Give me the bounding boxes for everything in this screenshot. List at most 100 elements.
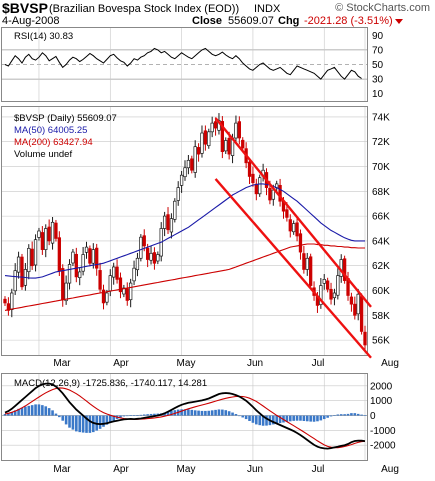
macd-histogram-bar xyxy=(200,410,204,416)
macd-histogram-bar xyxy=(20,407,24,416)
macd-histogram-bar xyxy=(105,415,109,425)
candle-body xyxy=(33,239,38,266)
candle-body xyxy=(101,289,106,304)
macd-histogram-bar xyxy=(292,415,295,421)
macd-histogram-bar xyxy=(258,415,262,426)
macd-histogram-bar xyxy=(112,415,115,421)
macd-histogram-bar xyxy=(278,415,282,424)
macd-histogram-bar xyxy=(302,415,306,422)
macd-month-label: Mar xyxy=(53,464,71,475)
candle-body xyxy=(84,246,89,253)
trend-channel-upper xyxy=(214,117,372,308)
macd-histogram-bar xyxy=(30,405,34,416)
chg-label: Chg xyxy=(278,15,299,27)
candle-body xyxy=(142,235,146,247)
candle-body xyxy=(57,237,61,272)
rsi-panel-frame xyxy=(1,27,368,102)
candle-body xyxy=(166,214,170,231)
candle-body xyxy=(203,130,208,145)
macd-panel-frame xyxy=(1,373,368,461)
close-value: 55609.07 xyxy=(228,15,274,27)
candle-body xyxy=(61,268,65,300)
price-tick-label: 70K xyxy=(372,162,390,173)
candle-body xyxy=(241,139,245,149)
candle-body xyxy=(27,248,31,273)
candle-body xyxy=(254,183,258,195)
macd-histogram-bar xyxy=(153,413,156,416)
macd-histogram-bar xyxy=(197,410,200,416)
candle-body xyxy=(108,275,112,292)
macd-histogram-bar xyxy=(336,414,340,416)
macd-histogram-bar xyxy=(329,415,333,417)
candle-body xyxy=(196,147,201,155)
rsi-panel-title: RSI(14) 30.83 xyxy=(14,31,73,42)
macd-histogram-bar xyxy=(58,415,61,418)
macd-histogram-bar xyxy=(350,413,353,416)
macd-histogram-bar xyxy=(234,414,238,416)
macd-histogram-bar xyxy=(119,415,122,418)
candle-body xyxy=(139,236,143,259)
candle-body xyxy=(288,219,292,232)
macd-panel-title: MACD(12,26,9) -1725.836, -1740.117, 14.2… xyxy=(14,378,207,389)
trend-channel-lower xyxy=(214,178,372,359)
candle-body xyxy=(251,173,255,183)
candle-body xyxy=(356,293,360,315)
macd-histogram-bar xyxy=(343,414,346,416)
macd-tick-label: 0 xyxy=(370,411,376,422)
candle-body xyxy=(74,253,78,278)
candle-body xyxy=(298,233,303,253)
macd-histogram-bar xyxy=(146,414,149,416)
candle-body xyxy=(220,121,225,152)
candle-body xyxy=(353,303,357,316)
macd-histogram-bar xyxy=(309,415,312,422)
rsi-panel: 10 30 50 70 90 xyxy=(2,28,384,101)
candle-body xyxy=(162,215,167,229)
candle-body xyxy=(207,131,211,147)
candle-body xyxy=(349,296,354,305)
macd-histogram-bar xyxy=(360,414,363,416)
macd-histogram-bar xyxy=(221,409,224,416)
macd-histogram-bar xyxy=(312,415,316,422)
price-month-label: Jul xyxy=(312,358,325,369)
symbol-title: $BVSP xyxy=(2,0,48,16)
macd-histogram-bar xyxy=(156,413,160,416)
macd-histogram-bar xyxy=(108,415,112,423)
candle-body xyxy=(363,331,367,346)
legend-price: $BVSP (Daily) 55609.07 xyxy=(14,113,117,124)
candle-body xyxy=(186,159,191,169)
rsi-tick-label: 70 xyxy=(372,45,384,56)
macd-histogram-bar xyxy=(255,415,258,425)
macd-panel: -2000 -1000 0 1000 2000 xyxy=(2,374,396,460)
price-month-label: Aug xyxy=(381,358,399,369)
candle-body xyxy=(200,132,204,154)
candle-body xyxy=(234,122,238,139)
rsi-tick-label: 30 xyxy=(372,75,384,86)
candle-body xyxy=(6,303,11,311)
macd-histogram-bar xyxy=(187,409,190,416)
macd-histogram-bar xyxy=(27,405,31,416)
candle-body xyxy=(237,121,241,139)
price-tick-label: 60K xyxy=(372,286,390,297)
candle-body xyxy=(44,228,48,250)
macd-histogram-bar xyxy=(326,415,329,418)
macd-histogram-bar xyxy=(272,415,275,425)
rsi-tick-label: 10 xyxy=(372,89,384,100)
macd-histogram-bar xyxy=(149,413,153,416)
macd-histogram-bar xyxy=(193,410,197,416)
candle-body xyxy=(319,285,323,306)
candle-body xyxy=(305,257,309,270)
macd-histogram-bar xyxy=(24,406,27,416)
candle-body xyxy=(10,292,14,310)
price-month-label: Mar xyxy=(53,358,71,369)
candle-body xyxy=(213,121,218,129)
legend-ma50: MA(50) 64005.25 xyxy=(14,125,87,136)
macd-histogram-bar xyxy=(132,415,136,416)
macd-histogram-bar xyxy=(353,413,357,416)
macd-histogram-bar xyxy=(363,415,367,416)
candle-body xyxy=(54,222,58,239)
macd-histogram-bar xyxy=(295,415,299,421)
candle-body xyxy=(115,266,119,280)
macd-histogram-bar xyxy=(75,415,78,432)
macd-histogram-bar xyxy=(125,415,129,417)
candle-body xyxy=(91,249,95,264)
